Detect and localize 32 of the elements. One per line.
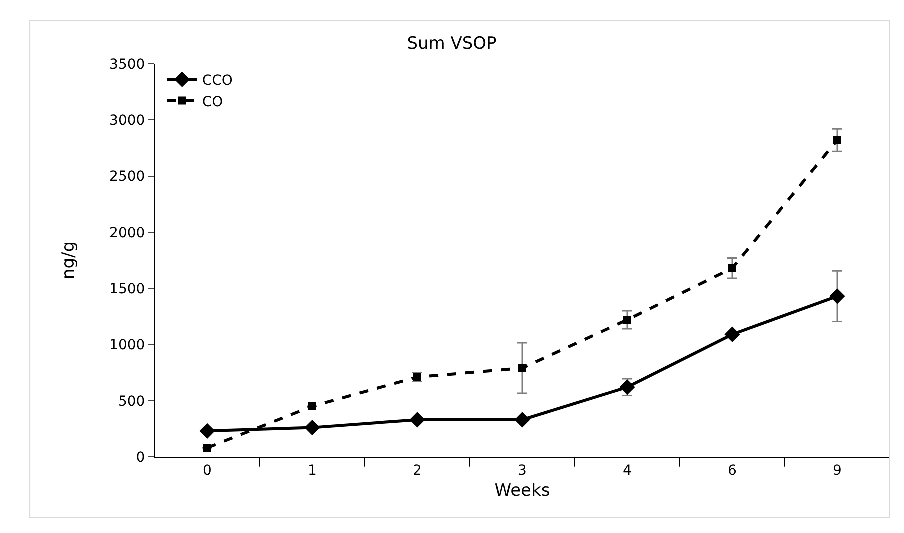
y-tick-label: 2000 <box>110 225 146 242</box>
x-tick-label: 4 <box>623 462 632 479</box>
x-tick-label: 9 <box>833 462 842 479</box>
point <box>624 316 632 324</box>
y-tick-label: 1500 <box>110 281 146 298</box>
y-tick-label: 2500 <box>110 169 146 186</box>
x-axis-title: Weeks <box>494 481 550 502</box>
y-axis-title: ng/g <box>59 241 80 280</box>
x-tick-label: 0 <box>203 462 212 479</box>
y-tick-label: 500 <box>118 394 146 410</box>
point <box>518 364 526 372</box>
legend-label: CO <box>202 94 224 110</box>
point <box>514 412 530 428</box>
x-tick-label: 2 <box>413 462 422 479</box>
point <box>830 288 846 304</box>
point <box>304 420 320 436</box>
y-tick-label: 0 <box>136 450 146 466</box>
point <box>834 136 842 144</box>
y-tick-label: 1000 <box>110 338 146 354</box>
legend-label: CCO <box>202 73 233 90</box>
chart-title: Sum VSOP <box>407 34 497 54</box>
point <box>410 412 426 428</box>
y-tick-label: 3500 <box>110 56 146 73</box>
x-tick-label: 1 <box>308 462 317 479</box>
x-tick-label: 3 <box>518 462 527 479</box>
point <box>724 326 740 342</box>
point <box>308 402 316 410</box>
point <box>728 264 736 272</box>
x-tick-label: 6 <box>728 462 738 479</box>
y-tick-label: 3000 <box>110 113 146 130</box>
point <box>204 444 212 452</box>
point <box>200 423 216 439</box>
